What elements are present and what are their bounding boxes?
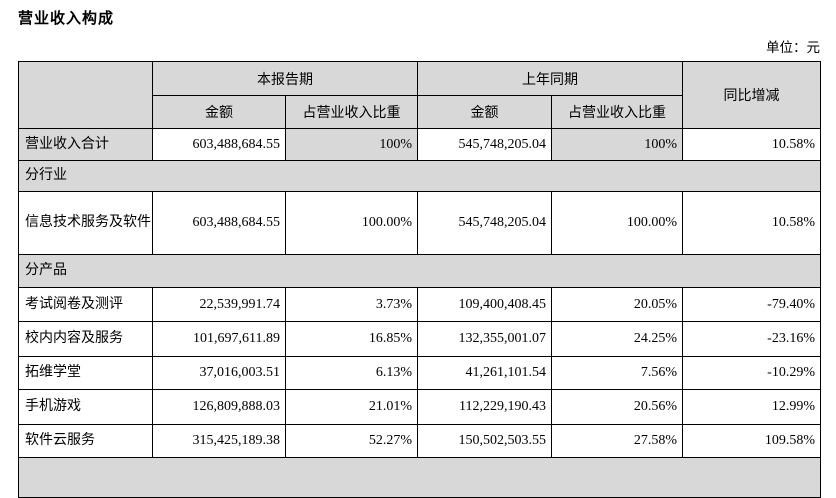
header-share-prior: 占营业收入比重: [551, 95, 683, 129]
label-cell: 营业收入合计: [18, 128, 153, 161]
share-cell-prior: 100.00%: [551, 191, 683, 255]
label-cell: 软件云服务: [18, 424, 153, 458]
amount-cell-current: 37,016,003.51: [152, 356, 286, 390]
share-cell-current: 100%: [285, 128, 418, 161]
header-prior-period: 上年同期: [417, 61, 683, 96]
amount-cell-current: 315,425,189.38: [152, 424, 286, 458]
share-cell-prior: 24.25%: [551, 321, 683, 357]
row-product-software-cloud: 软件云服务 315,425,189.38 52.27% 150,502,503.…: [18, 424, 821, 458]
row-section-by-product: 分产品: [18, 254, 821, 288]
share-cell-prior: 100%: [551, 128, 683, 161]
share-cell-prior: 27.58%: [551, 424, 683, 458]
amount-cell-prior: 150,502,503.55: [417, 424, 552, 458]
row-product-exam-scoring: 考试阅卷及测评 22,539,991.74 3.73% 109,400,408.…: [18, 287, 821, 322]
header-share-current: 占营业收入比重: [285, 95, 418, 129]
revenue-composition-table: 本报告期 上年同期 同比增减 金额 占营业收入比重 金额 占营业收入比重 营业收…: [18, 61, 821, 498]
yoy-cell: 10.58%: [682, 191, 821, 255]
label-cell: 拓维学堂: [18, 356, 153, 390]
row-product-talkweb-school: 拓维学堂 37,016,003.51 6.13% 41,261,101.54 7…: [18, 356, 821, 390]
row-product-school-content: 校内内容及服务 101,697,611.89 16.85% 132,355,00…: [18, 321, 821, 357]
amount-cell-current: 126,809,888.03: [152, 389, 286, 425]
share-cell-current: 6.13%: [285, 356, 418, 390]
header-current-period: 本报告期: [152, 61, 418, 96]
row-section-by-industry: 分行业: [18, 160, 821, 192]
label-cell: 考试阅卷及测评: [18, 287, 153, 322]
header-row-columns: 金额 占营业收入比重 金额 占营业收入比重: [19, 95, 821, 129]
row-product-mobile-games: 手机游戏 126,809,888.03 21.01% 112,229,190.4…: [18, 389, 821, 425]
yoy-cell: -79.40%: [682, 287, 821, 322]
share-cell-current: 3.73%: [285, 287, 418, 322]
header-amount-current: 金额: [152, 95, 286, 129]
amount-cell-prior: 545,748,205.04: [417, 191, 552, 255]
yoy-cell: 10.58%: [682, 128, 821, 161]
corner-cell: [18, 61, 153, 129]
label-cell: 手机游戏: [18, 389, 153, 425]
share-cell-current: 100.00%: [285, 191, 418, 255]
header-amount-prior: 金额: [417, 95, 552, 129]
section-label: 分产品: [18, 254, 821, 288]
row-industry-it-services: 信息技术服务及软件 603,488,684.55 100.00% 545,748…: [18, 191, 821, 255]
amount-cell-prior: 41,261,101.54: [417, 356, 552, 390]
header-row-groups: 本报告期 上年同期 同比增减: [18, 61, 821, 129]
page-title: 营业收入构成: [18, 11, 115, 27]
label-cell: 校内内容及服务: [18, 321, 153, 357]
share-cell-current: 52.27%: [285, 424, 418, 458]
share-cell-current: 21.01%: [285, 389, 418, 425]
share-cell-prior: 20.05%: [551, 287, 683, 322]
amount-cell-prior: 132,355,001.07: [417, 321, 552, 357]
unit-label: 单位：元: [766, 40, 820, 55]
amount-cell-prior: 109,400,408.45: [417, 287, 552, 322]
label-cell: 信息技术服务及软件: [18, 191, 153, 255]
yoy-cell: 12.99%: [682, 389, 821, 425]
amount-cell-prior: 112,229,190.43: [417, 389, 552, 425]
row-total-revenue: 营业收入合计 603,488,684.55 100% 545,748,205.0…: [18, 128, 821, 161]
amount-cell-current: 22,539,991.74: [152, 287, 286, 322]
yoy-cell: 109.58%: [682, 424, 821, 458]
share-cell-prior: 20.56%: [551, 389, 683, 425]
yoy-cell: -23.16%: [682, 321, 821, 357]
amount-cell-current: 603,488,684.55: [152, 191, 286, 255]
yoy-cell: -10.29%: [682, 356, 821, 390]
amount-cell-current: 603,488,684.55: [152, 128, 286, 161]
header-yoy-change: 同比增减: [682, 61, 821, 129]
share-cell-prior: 7.56%: [551, 356, 683, 390]
share-cell-current: 16.85%: [285, 321, 418, 357]
amount-cell-current: 101,697,611.89: [152, 321, 286, 357]
section-label: 分行业: [18, 160, 821, 192]
amount-cell-prior: 545,748,205.04: [417, 128, 552, 161]
